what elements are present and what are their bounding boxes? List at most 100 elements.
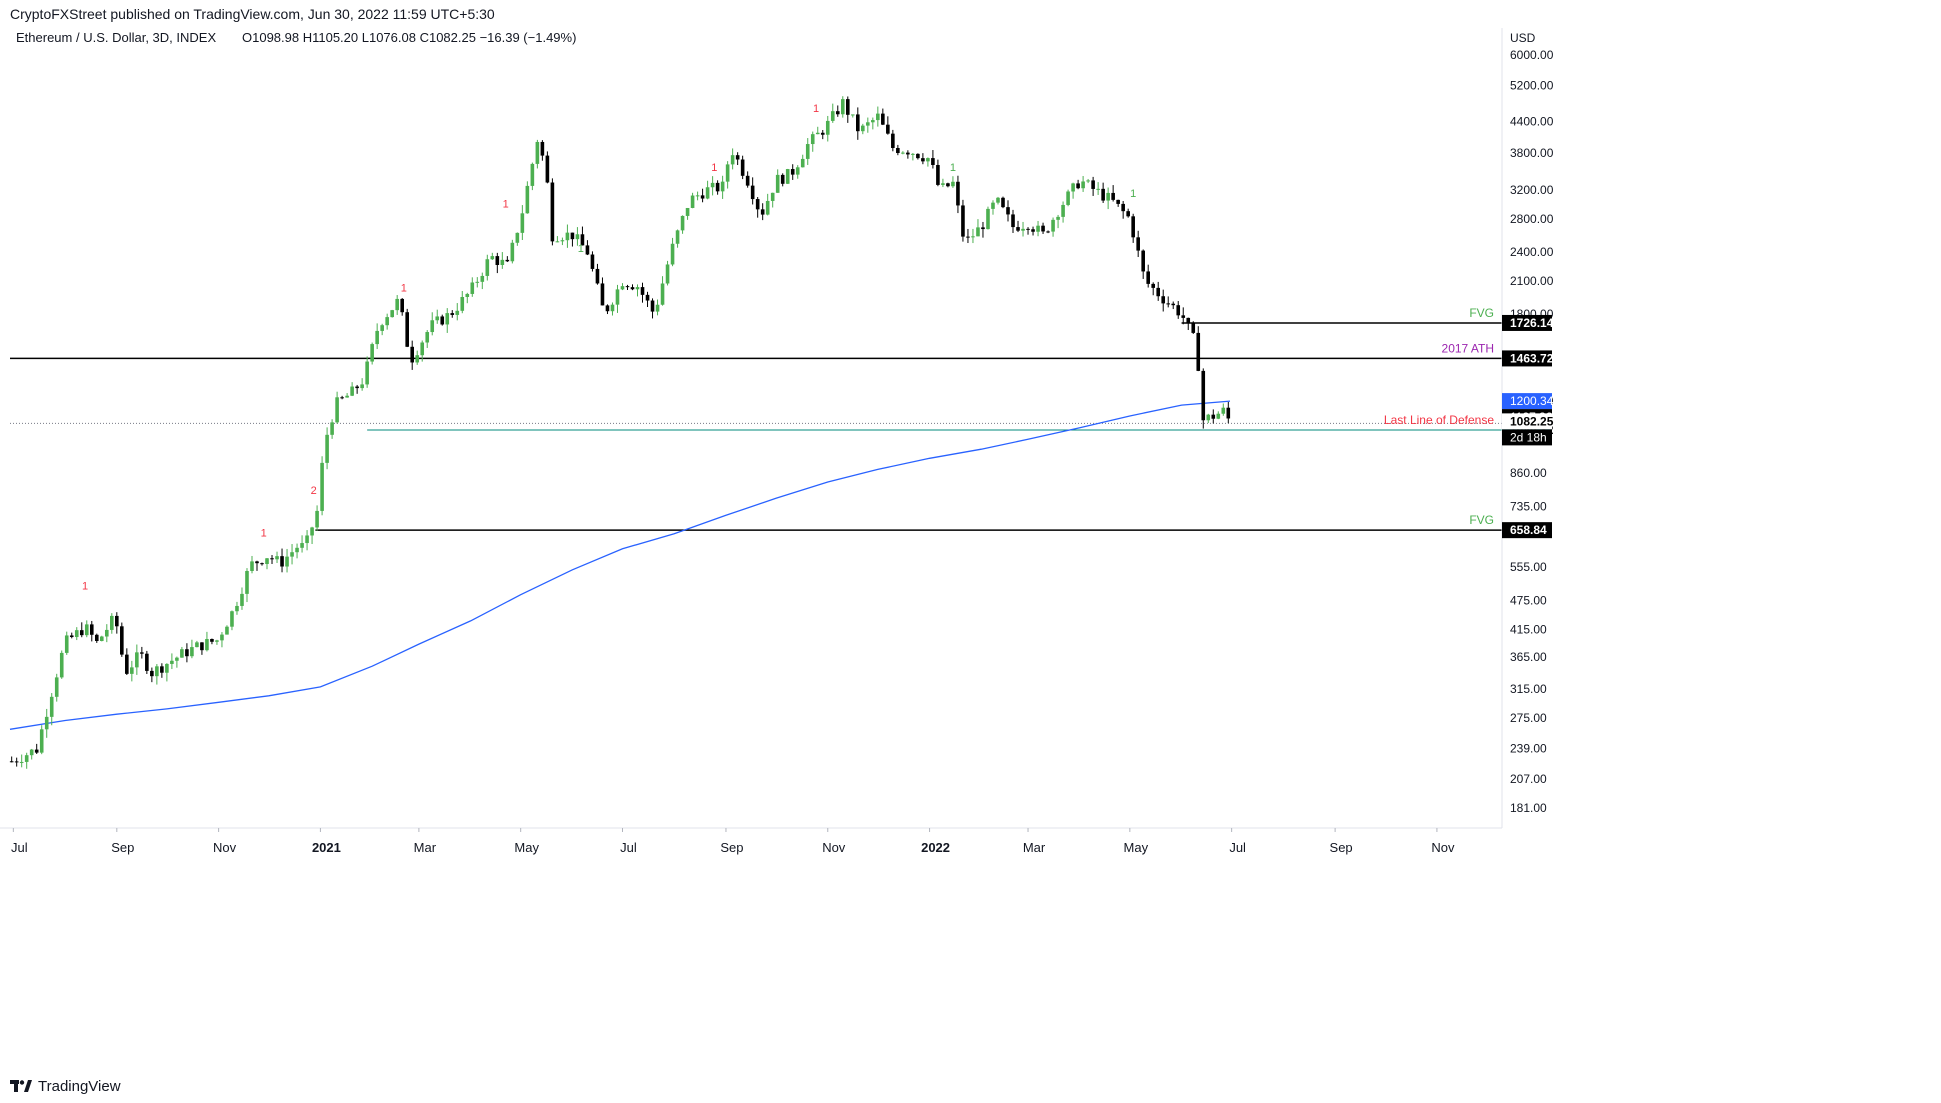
candle-body xyxy=(335,397,339,423)
y-tick-label: 275.00 xyxy=(1510,711,1547,725)
candle-body xyxy=(1041,225,1045,232)
tradingview-logo-icon[interactable] xyxy=(10,1080,32,1092)
candle-body xyxy=(906,152,910,155)
signal-marks-layer: 1 1 2 1 1 1 1 1 1 1 xyxy=(82,103,1136,592)
y-tick-label: 239.00 xyxy=(1510,741,1547,755)
y-tick-label: 3200.00 xyxy=(1510,183,1554,197)
candle-body xyxy=(175,657,179,661)
candle-body xyxy=(1166,303,1171,305)
candle-body xyxy=(795,167,800,175)
candle-body xyxy=(160,666,164,673)
candle-body xyxy=(780,174,785,184)
candle-body xyxy=(1086,180,1090,182)
candle-body xyxy=(84,624,89,636)
candle-body xyxy=(320,462,324,511)
candle-body xyxy=(610,304,615,312)
candle-body xyxy=(1131,216,1135,238)
y-tick-label: 365.00 xyxy=(1510,650,1547,664)
candle-body xyxy=(1036,225,1040,232)
candle-body xyxy=(520,213,525,233)
candle-body xyxy=(660,283,665,305)
candle-body xyxy=(1186,317,1191,323)
candle-body xyxy=(926,158,930,162)
x-tick-label: Nov xyxy=(1431,840,1455,855)
candle-body xyxy=(800,158,805,168)
x-tick-label: May xyxy=(514,840,539,855)
candle-body xyxy=(325,434,329,463)
x-tick-label: Sep xyxy=(1330,840,1353,855)
level-annotations-layer: FVG 2017 ATH Last Line of Defense FVG xyxy=(1384,306,1494,527)
candle-body xyxy=(495,256,500,265)
candle-body xyxy=(605,305,610,312)
candle-body xyxy=(650,300,655,312)
candle-body xyxy=(735,155,740,160)
candle-body xyxy=(550,182,555,242)
candle-body xyxy=(700,195,705,199)
tradingview-brand[interactable]: TradingView xyxy=(38,1077,121,1095)
signal-mark: 1 xyxy=(503,199,509,211)
x-tick-label: Mar xyxy=(414,840,437,855)
candle-body xyxy=(565,232,570,241)
candle-body xyxy=(911,153,915,155)
price-chart[interactable]: 1 1 2 1 1 1 1 1 1 1 FVG 2017 ATH Last Line of Defen… xyxy=(0,28,1941,1068)
candle-body xyxy=(215,640,219,642)
y-tick-label: 860.00 xyxy=(1510,466,1547,480)
candle-body xyxy=(1196,332,1201,371)
candle-body xyxy=(115,615,119,627)
signal-mark: 1 xyxy=(578,243,584,255)
candle-body xyxy=(876,113,880,121)
candle-body xyxy=(986,208,990,230)
candle-body xyxy=(305,535,309,544)
level-price-tag xyxy=(1502,350,1552,367)
candle-body xyxy=(981,227,985,230)
candle-body xyxy=(640,287,645,295)
candle-body xyxy=(850,114,855,116)
chart-legend: Ethereum / U.S. Dollar, 3D, INDEX O1098.… xyxy=(16,30,576,45)
signal-mark: 1 xyxy=(813,103,819,115)
candle-body xyxy=(1026,228,1030,230)
time-axis[interactable]: Jul Sep Nov 2021 Mar May Jul Sep Nov 2022 Mar May Ju… xyxy=(0,827,1502,855)
candle-body xyxy=(225,626,229,635)
candle-body xyxy=(94,634,99,641)
candle-body xyxy=(941,183,945,185)
candle-body xyxy=(1106,192,1110,201)
candle-body xyxy=(425,332,430,343)
candle-body xyxy=(245,570,249,594)
candle-body xyxy=(600,283,605,306)
candle-body xyxy=(165,663,169,673)
candle-body xyxy=(120,626,124,655)
candle-body xyxy=(440,316,445,325)
candle-body xyxy=(1211,414,1216,419)
candle-body xyxy=(39,729,44,753)
candle-body xyxy=(555,241,560,243)
level-price-tag xyxy=(1502,314,1552,331)
candle-body xyxy=(545,155,550,183)
moving-average-line xyxy=(9,400,1231,730)
x-tick-label: 2022 xyxy=(921,840,950,855)
level-annotation: FVG xyxy=(1469,513,1494,527)
candle-body xyxy=(1071,183,1075,192)
candle-body xyxy=(455,310,460,315)
candle-body xyxy=(310,527,314,536)
price-tag-label: 1200.34 xyxy=(1510,394,1554,408)
signal-mark: 1 xyxy=(261,527,267,539)
candle-body xyxy=(1156,287,1161,297)
candle-body xyxy=(615,289,620,305)
candle-body xyxy=(966,236,970,238)
candle-body xyxy=(1191,322,1196,333)
candle-body xyxy=(315,510,319,528)
candle-body xyxy=(820,132,825,135)
candle-body xyxy=(1096,188,1100,190)
legend-symbol: Ethereum / U.S. Dollar, 3D, INDEX xyxy=(16,30,216,45)
candle-body xyxy=(871,120,875,123)
candle-body xyxy=(785,169,790,184)
candle-body xyxy=(390,310,394,318)
signal-mark: 1 xyxy=(401,282,407,294)
price-axis[interactable]: USD 6000.00 5200.00 4400.00 3800.00 3200.00 28… xyxy=(1501,28,1554,828)
candle-body xyxy=(931,158,935,165)
candle-body xyxy=(170,660,174,664)
candle-body xyxy=(230,611,234,627)
level-lines-layer xyxy=(10,322,1502,531)
chart-panel[interactable]: 1 1 2 1 1 1 1 1 1 1 FVG 2017 ATH Last Line of Defen… xyxy=(0,28,1941,1068)
candle-body xyxy=(505,259,510,262)
